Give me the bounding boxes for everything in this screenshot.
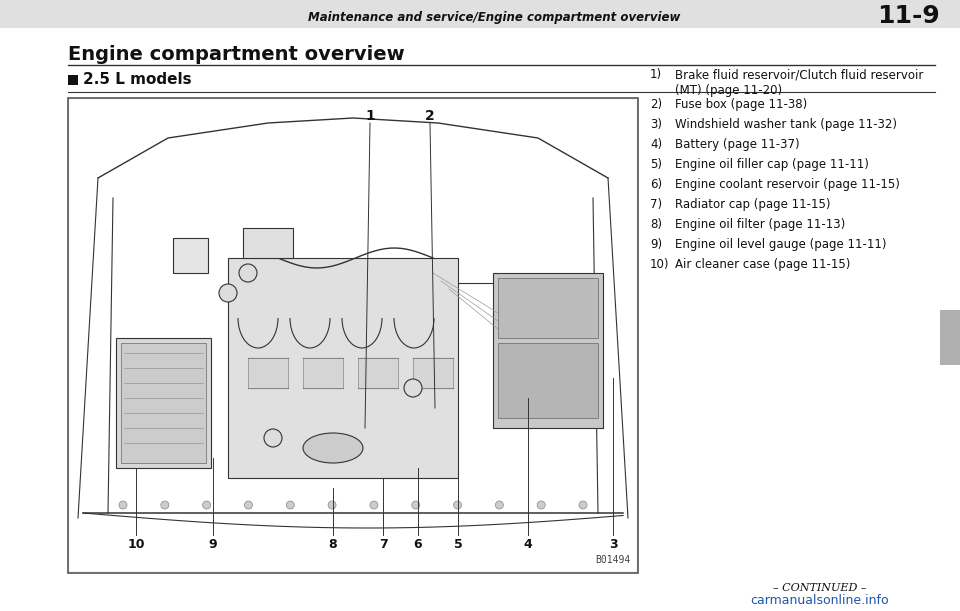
Text: 10): 10) xyxy=(650,258,669,271)
Ellipse shape xyxy=(161,501,169,509)
Ellipse shape xyxy=(264,429,282,447)
Text: Engine oil level gauge (page 11-11): Engine oil level gauge (page 11-11) xyxy=(675,238,886,251)
Text: Radiator cap (page 11-15): Radiator cap (page 11-15) xyxy=(675,198,830,211)
Bar xyxy=(173,238,208,273)
Bar xyxy=(498,278,598,338)
Text: 4: 4 xyxy=(523,538,533,552)
Ellipse shape xyxy=(453,501,462,509)
Ellipse shape xyxy=(370,501,378,509)
Ellipse shape xyxy=(203,501,210,509)
Text: 6: 6 xyxy=(414,538,422,552)
Bar xyxy=(493,273,603,428)
Text: Air cleaner case (page 11-15): Air cleaner case (page 11-15) xyxy=(675,258,851,271)
Ellipse shape xyxy=(412,501,420,509)
Bar xyxy=(70,100,636,571)
Text: Engine coolant reservoir (page 11-15): Engine coolant reservoir (page 11-15) xyxy=(675,178,900,191)
Bar xyxy=(413,358,453,388)
Text: 8): 8) xyxy=(650,218,662,231)
Text: (MT) (page 11-20): (MT) (page 11-20) xyxy=(675,84,782,97)
Text: 7): 7) xyxy=(650,198,662,211)
Text: 2): 2) xyxy=(650,98,662,111)
Ellipse shape xyxy=(119,501,127,509)
Text: 5): 5) xyxy=(650,158,662,171)
Bar xyxy=(228,258,458,478)
Bar xyxy=(248,358,288,388)
Bar xyxy=(0,0,960,28)
Bar xyxy=(121,343,206,463)
Text: 2: 2 xyxy=(425,109,435,123)
Text: 3): 3) xyxy=(650,118,662,131)
Ellipse shape xyxy=(219,284,237,302)
Bar xyxy=(243,228,293,258)
Bar xyxy=(498,343,598,418)
Text: 8: 8 xyxy=(328,538,337,552)
Text: 2.5 L models: 2.5 L models xyxy=(83,73,192,87)
Ellipse shape xyxy=(495,501,503,509)
Text: Engine oil filter (page 11-13): Engine oil filter (page 11-13) xyxy=(675,218,845,231)
Ellipse shape xyxy=(286,501,295,509)
Text: – CONTINUED –: – CONTINUED – xyxy=(773,583,867,593)
Ellipse shape xyxy=(245,501,252,509)
Text: 5: 5 xyxy=(454,538,463,552)
Bar xyxy=(116,338,211,468)
Text: 7: 7 xyxy=(378,538,388,552)
Bar xyxy=(68,98,638,573)
Text: Engine compartment overview: Engine compartment overview xyxy=(68,45,404,65)
Text: Fuse box (page 11-38): Fuse box (page 11-38) xyxy=(675,98,807,111)
Ellipse shape xyxy=(239,264,257,282)
Bar xyxy=(940,310,960,365)
Text: Brake fluid reservoir/Clutch fluid reservoir: Brake fluid reservoir/Clutch fluid reser… xyxy=(675,68,924,81)
Bar xyxy=(303,358,343,388)
Ellipse shape xyxy=(538,501,545,509)
Text: 10: 10 xyxy=(128,538,145,552)
Ellipse shape xyxy=(404,379,422,397)
Text: carmanualsonline.info: carmanualsonline.info xyxy=(751,593,889,607)
Text: 9): 9) xyxy=(650,238,662,251)
Text: Maintenance and service/Engine compartment overview: Maintenance and service/Engine compartme… xyxy=(307,12,680,24)
Text: Battery (page 11-37): Battery (page 11-37) xyxy=(675,138,800,151)
Text: Engine oil filler cap (page 11-11): Engine oil filler cap (page 11-11) xyxy=(675,158,869,171)
Text: Windshield washer tank (page 11-32): Windshield washer tank (page 11-32) xyxy=(675,118,897,131)
Text: 3: 3 xyxy=(609,538,617,552)
Text: 1): 1) xyxy=(650,68,662,81)
Text: 1: 1 xyxy=(365,109,374,123)
Ellipse shape xyxy=(579,501,587,509)
Bar xyxy=(358,358,398,388)
Text: 4): 4) xyxy=(650,138,662,151)
Text: 11-9: 11-9 xyxy=(877,4,940,28)
Text: B01494: B01494 xyxy=(595,555,630,565)
Ellipse shape xyxy=(303,433,363,463)
Text: 9: 9 xyxy=(208,538,217,552)
Text: 6): 6) xyxy=(650,178,662,191)
Bar xyxy=(68,75,78,85)
Ellipse shape xyxy=(328,501,336,509)
